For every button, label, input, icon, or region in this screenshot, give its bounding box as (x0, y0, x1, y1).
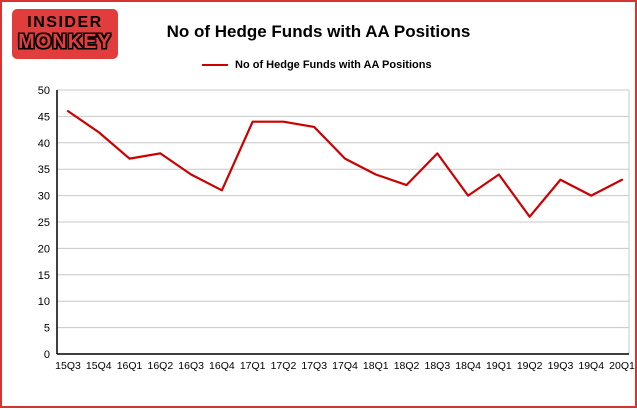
y-axis-tick-label: 0 (44, 349, 50, 361)
x-axis-tick-label: 17Q2 (271, 360, 297, 372)
x-axis-tick-label: 18Q1 (363, 360, 389, 372)
x-axis-tick-label: 16Q2 (147, 360, 173, 372)
logo-text-insider: INSIDER (27, 14, 103, 32)
chart-title: No of Hedge Funds with AA Positions (166, 22, 471, 41)
y-axis-tick-label: 45 (38, 111, 50, 123)
y-axis-tick-label: 50 (38, 85, 50, 97)
logo-text-monkey: MONKEY (18, 30, 112, 53)
x-axis-tick-label: 16Q3 (178, 360, 204, 372)
x-axis-tick-label: 19Q1 (486, 360, 512, 372)
y-axis-tick-label: 35 (38, 164, 50, 176)
x-axis-tick-label: 17Q1 (240, 360, 266, 372)
y-axis-tick-label: 10 (38, 296, 50, 308)
x-axis-tick-label: 20Q1 (609, 360, 635, 372)
legend-line-swatch (202, 64, 228, 66)
y-axis-tick-label: 5 (44, 323, 50, 335)
y-axis-tick-label: 25 (38, 217, 50, 229)
x-axis-tick-label: 17Q3 (301, 360, 327, 372)
x-axis-tick-label: 18Q4 (455, 360, 481, 372)
x-axis-tick-label: 19Q4 (578, 360, 604, 372)
y-axis-tick-label: 20 (38, 243, 50, 255)
insider-monkey-logo: INSIDER MONKEY (12, 9, 118, 59)
x-axis-tick-label: 18Q3 (424, 360, 450, 372)
series-line (66, 110, 624, 218)
x-axis-tick-label: 15Q4 (86, 360, 112, 372)
x-axis-tick-label: 18Q2 (394, 360, 420, 372)
legend-label: No of Hedge Funds with AA Positions (235, 59, 432, 71)
y-axis-tick-label: 30 (38, 191, 50, 203)
y-axis-tick-label: 15 (38, 270, 50, 282)
x-axis-tick-label: 16Q4 (209, 360, 235, 372)
x-axis-tick-label: 17Q4 (332, 360, 358, 372)
legend: No of Hedge Funds with AA Positions (202, 59, 432, 71)
x-axis-tick-label: 19Q2 (517, 360, 543, 372)
x-axis-tick-label: 19Q3 (548, 360, 574, 372)
x-axis-tick-label: 15Q3 (55, 360, 81, 372)
y-axis-tick-label: 40 (38, 138, 50, 150)
x-axis-tick-label: 16Q1 (117, 360, 143, 372)
